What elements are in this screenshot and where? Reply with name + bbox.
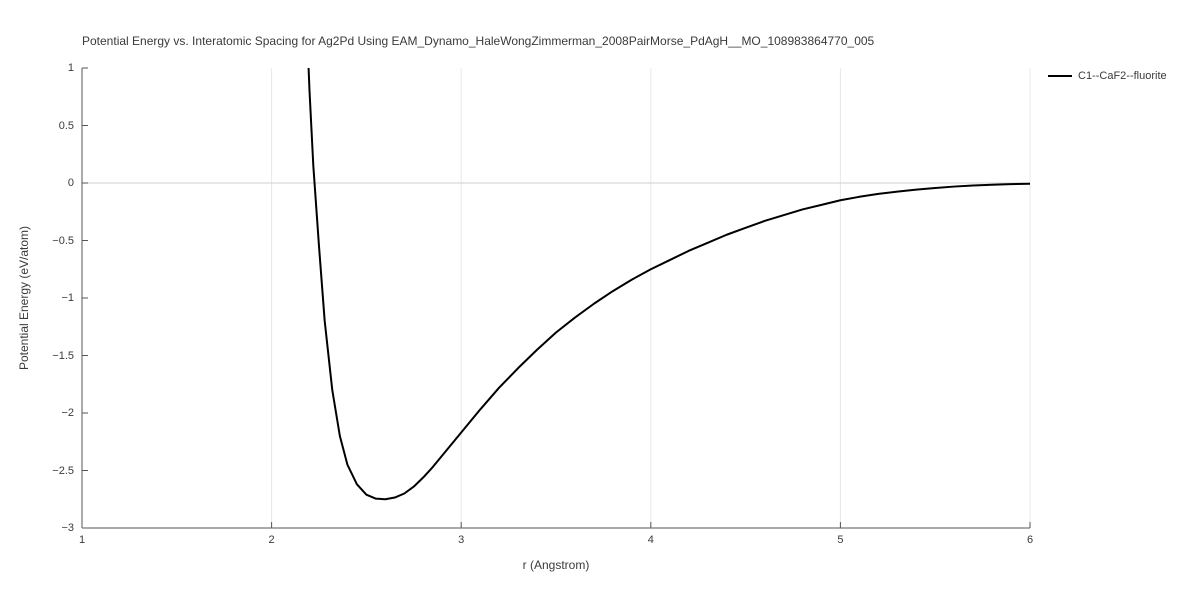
legend: C1--CaF2--fluorite — [1048, 70, 1167, 82]
x-tick: 3 — [458, 534, 464, 546]
y-tick: 0 — [68, 177, 74, 189]
y-tick: −1.5 — [52, 350, 74, 362]
x-axis-label: r (Angstrom) — [523, 558, 590, 572]
x-tick: 4 — [648, 534, 654, 546]
y-tick: 1 — [68, 62, 74, 74]
plot-area — [0, 0, 1200, 600]
y-tick: −0.5 — [52, 235, 74, 247]
y-tick: −2 — [61, 407, 74, 419]
y-tick: −3 — [61, 522, 74, 534]
y-tick: −2.5 — [52, 465, 74, 477]
y-axis-label: Potential Energy (eV/atom) — [17, 226, 31, 370]
legend-label: C1--CaF2--fluorite — [1078, 70, 1167, 82]
x-tick: 2 — [269, 534, 275, 546]
x-tick: 1 — [79, 534, 85, 546]
y-tick: −1 — [61, 292, 74, 304]
x-tick: 5 — [837, 534, 843, 546]
legend-swatch — [1048, 75, 1072, 77]
y-tick: 0.5 — [59, 120, 74, 132]
x-tick: 6 — [1027, 534, 1033, 546]
